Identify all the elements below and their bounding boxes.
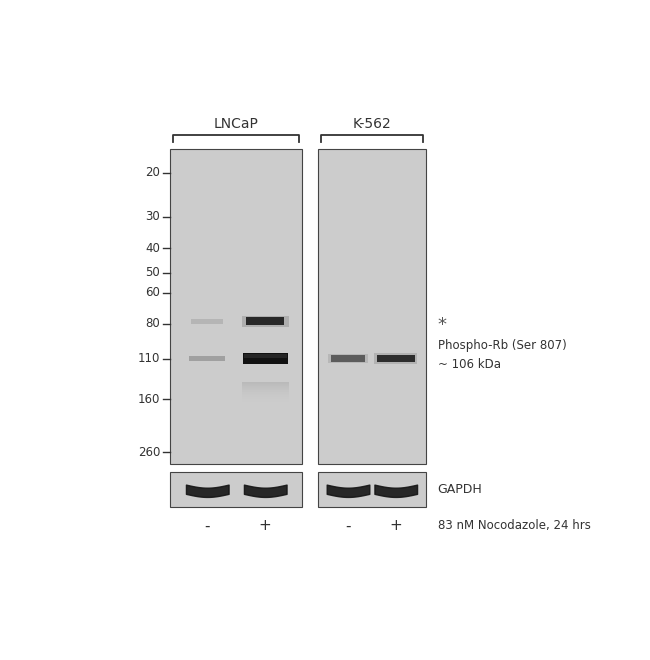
Bar bbox=[243, 353, 287, 364]
Text: 83 nM Nocodazole, 24 hrs: 83 nM Nocodazole, 24 hrs bbox=[437, 519, 591, 533]
Bar bbox=[331, 356, 365, 362]
Text: 20: 20 bbox=[146, 166, 161, 180]
Bar bbox=[328, 354, 369, 364]
Text: LNCaP: LNCaP bbox=[214, 117, 259, 131]
Text: 40: 40 bbox=[146, 242, 161, 255]
Text: +: + bbox=[389, 518, 402, 533]
Text: Phospho-Rb (Ser 807)
~ 106 kDa: Phospho-Rb (Ser 807) ~ 106 kDa bbox=[437, 339, 567, 371]
Text: -: - bbox=[345, 518, 351, 533]
Bar bbox=[377, 355, 415, 362]
Bar bbox=[242, 315, 289, 327]
Text: K-562: K-562 bbox=[352, 117, 391, 131]
Bar bbox=[374, 353, 417, 364]
Text: 110: 110 bbox=[138, 352, 161, 365]
Bar bbox=[318, 148, 426, 464]
Text: -: - bbox=[205, 518, 210, 533]
Text: 30: 30 bbox=[146, 211, 161, 224]
Bar bbox=[189, 356, 226, 361]
Bar bbox=[170, 472, 302, 507]
Bar bbox=[170, 148, 302, 464]
Bar bbox=[318, 472, 426, 507]
Text: 50: 50 bbox=[146, 266, 161, 279]
Text: 60: 60 bbox=[146, 286, 161, 299]
Text: 260: 260 bbox=[138, 446, 161, 459]
Text: *: * bbox=[437, 316, 447, 334]
Text: +: + bbox=[259, 518, 272, 533]
Text: 80: 80 bbox=[146, 317, 161, 331]
Bar bbox=[244, 354, 287, 358]
Bar bbox=[191, 319, 223, 323]
Bar bbox=[246, 317, 285, 325]
Text: GAPDH: GAPDH bbox=[437, 482, 482, 496]
Text: 160: 160 bbox=[138, 393, 161, 406]
